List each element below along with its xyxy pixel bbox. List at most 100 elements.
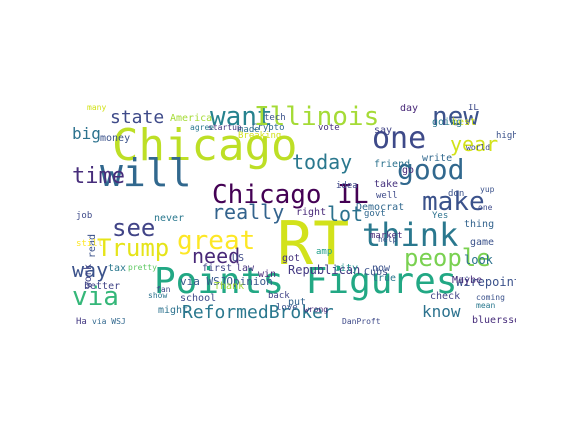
word-item: wrong [304,305,329,314]
word-item: high [496,131,516,141]
word-item: mean [476,301,496,310]
word-item: Points Figures [154,261,458,302]
word-item: know [422,302,461,321]
word-item: time [72,164,125,189]
word-item: say [374,125,393,136]
word-item: want [210,104,273,132]
word-item: day [400,104,419,114]
word-item: today [292,150,353,174]
word-item: amp [316,247,333,257]
word-item: agree [190,123,215,132]
word-item: Republican [288,263,361,277]
word-item: via WSJOpinion [180,275,273,288]
word-item: idea [336,181,358,191]
word-item: write [422,153,453,164]
word-item: check [430,291,461,302]
word-item: will [100,151,192,195]
word-item: work [83,264,94,289]
word-item: school [180,293,217,304]
word-item: America [170,113,213,124]
word-item: Thank [214,281,245,292]
word-item: Wirepoints [456,275,516,289]
word-item: Crypto [252,123,285,133]
word-item: fan [156,285,171,294]
word-item: market [370,231,403,241]
word-item: Cubs [364,267,389,278]
word-item: never [154,213,185,224]
word-item: help [378,235,398,244]
word-item: love [276,303,298,313]
word-item: really [212,200,285,224]
word-item: via WSJ [92,317,126,326]
word-item: coming [476,293,505,302]
word-item: don [448,189,465,199]
word-item: take [374,179,399,190]
word-cloud: RT Points Figures Chicago will Chicago IL one… [72,104,516,326]
word-item: new [432,104,479,132]
word-item: Democrat [356,202,405,213]
word-item: IL [468,104,479,113]
word-item: Yes [432,211,449,221]
word-item: law [236,263,255,274]
word-item: great [177,226,256,256]
word-item: yup [480,185,495,194]
word-item: city [334,263,359,274]
word-item: made [238,125,260,135]
word-item: think [362,216,459,254]
word-item: many [87,104,107,112]
word-item: best [452,117,477,128]
word-item: job [76,211,93,221]
word-item: ReformedBroker [182,302,334,323]
word-item: one [372,121,427,156]
word-item: put [288,297,307,308]
word-item: better [84,281,121,292]
word-item: good [397,153,465,186]
word-item: win [258,269,277,280]
word-item: look [464,253,493,267]
word-item: money [100,133,131,144]
word-item: need [192,244,241,268]
word-item: right [296,207,327,218]
word-item: thing [464,219,495,230]
word-item: might [158,305,189,316]
word-item: year [450,132,499,156]
word-item: govt [364,209,386,219]
word-item: US [232,253,245,264]
word-item: well [376,191,398,201]
word-item: true [372,273,397,284]
word-item: see [112,214,156,242]
word-item: Illinois [254,104,380,132]
word-item: startup [208,123,242,132]
word-item: Breaking [238,131,282,141]
word-item: first [202,263,233,274]
word-item: lot [327,202,364,226]
word-item: via [72,282,119,312]
word-item: one [478,203,493,212]
word-item: bluerssen [472,315,516,326]
word-item: friend [374,159,411,170]
word-item: Chicago IL [212,180,369,210]
word-item: people [404,244,491,272]
word-item: world [466,143,491,152]
word-item: tax [108,263,127,274]
word-item: tech [264,113,286,123]
word-item: going [432,117,463,128]
word-item: vote [318,123,340,133]
word-item: game [470,237,495,248]
word-item: RT [277,209,350,279]
word-item: still [76,239,104,249]
word-item: Maybe [452,275,483,286]
word-item: show [148,291,168,300]
word-item: back [268,291,290,301]
word-item: Chicago [112,120,298,171]
word-item: got [282,253,301,264]
word-item: Trump [97,234,170,262]
word-item: state [110,107,165,128]
word-item: DanProft [342,317,381,326]
word-item: now [372,263,391,274]
word-item: pretty [128,263,157,272]
word-item: make [422,187,485,217]
word-item: go [402,165,415,176]
word-item: big [72,124,101,143]
word-item: way [72,258,109,282]
